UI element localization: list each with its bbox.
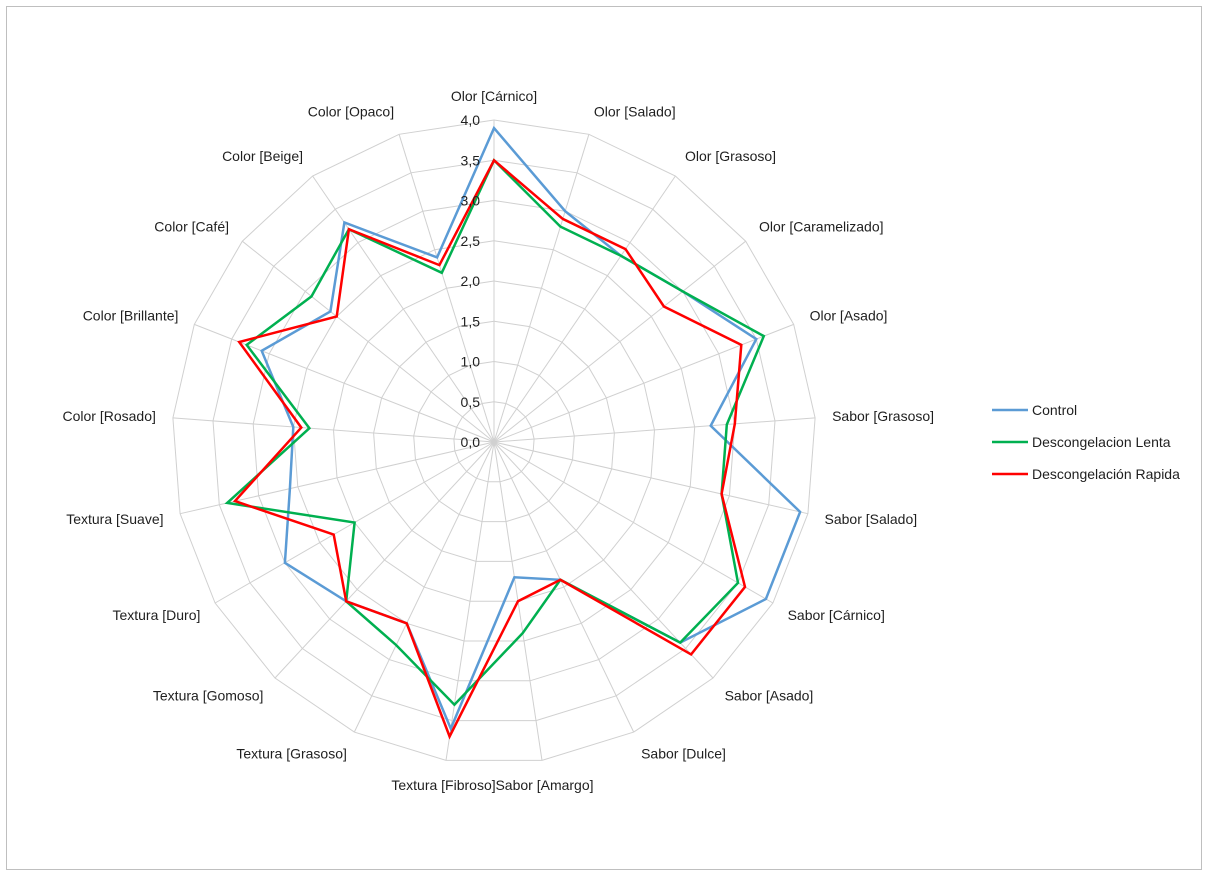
category-label: Textura [Duro]: [112, 607, 200, 623]
legend-entry: Descongelación Rapida: [1032, 466, 1180, 482]
category-label: Sabor [Grasoso]: [832, 408, 934, 424]
tick-label: 1,0: [461, 354, 481, 370]
series-line-1: [260, 125, 802, 732]
tick-label: 0,0: [461, 434, 481, 450]
series-layer: [224, 125, 802, 740]
grid-spoke: [398, 134, 495, 443]
grid-ring: [332, 280, 656, 602]
series-line-3: [232, 158, 747, 740]
tick-label: 3,0: [461, 193, 481, 209]
category-label: Sabor [Salado]: [825, 511, 918, 527]
grid-spoke: [493, 240, 747, 443]
tick-label: 3,5: [461, 152, 481, 168]
category-label: Color [Rosado]: [63, 408, 156, 424]
legend-entry: Descongelacion Lenta: [1032, 434, 1171, 450]
grid-spoke: [353, 441, 495, 733]
category-label: Color [Brillante]: [83, 308, 179, 324]
category-label: Color [Café]: [154, 218, 229, 234]
category-label: Olor [Salado]: [594, 103, 676, 119]
grid-ring: [373, 320, 615, 562]
grid-spoke: [445, 441, 495, 761]
grid-spoke: [172, 417, 495, 443]
grid-spoke: [493, 323, 794, 443]
grid-spoke: [493, 441, 635, 733]
tick-label: 2,0: [461, 273, 481, 289]
category-label: Color [Opaco]: [308, 103, 394, 119]
category-label: Olor [Cárnico]: [451, 88, 537, 104]
category-labels: Olor [Cárnico] Olor [Salado] Olor [Grasoso…: [63, 88, 935, 793]
grid-ring: [292, 240, 696, 642]
grid-ring: [252, 199, 736, 682]
grid-spoke: [493, 441, 714, 679]
tick-label: 4,0: [461, 112, 481, 128]
chart-frame: [6, 6, 1202, 870]
grid-ring: [212, 159, 776, 722]
category-label: Olor [Grasoso]: [685, 148, 776, 164]
category-label: Sabor [Asado]: [725, 688, 814, 704]
tick-label: 0,5: [461, 394, 481, 410]
category-label: Sabor [Amargo]: [495, 777, 593, 793]
category-label: Textura [Grasoso]: [236, 746, 347, 762]
category-label: Olor [Caramelizado]: [759, 218, 884, 234]
grid-spoke: [493, 441, 809, 515]
grid-spoke: [493, 134, 590, 443]
grid-spoke: [493, 441, 774, 604]
category-label: Textura [Gomoso]: [153, 688, 264, 704]
grid-ring: [453, 401, 535, 483]
grid-spoke: [493, 417, 816, 443]
legend: Control Descongelacion Lenta Descongelació…: [992, 402, 1180, 482]
legend-entry: Control: [1032, 402, 1077, 418]
category-label: Sabor [Dulce]: [641, 746, 726, 762]
series-line-2: [224, 158, 766, 707]
grid-ring: [172, 119, 816, 761]
category-label: Color [Beige]: [222, 148, 303, 164]
grid-spoke: [241, 240, 495, 443]
grid-spoke: [312, 175, 495, 443]
category-label: Textura [Suave]: [66, 511, 163, 527]
grid-spoke: [179, 441, 495, 515]
tick-layer: 0,0 0,5 1,0 1,5 2,0 2,5 3,0 3,5 4,0: [461, 112, 481, 450]
category-label: Textura [Fibroso]: [391, 777, 495, 793]
tick-label: 2,5: [461, 233, 481, 249]
grid-spoke: [194, 323, 495, 443]
grid-spoke: [274, 441, 495, 679]
grid-ring: [413, 360, 575, 523]
tick-label: 1,5: [461, 313, 481, 329]
category-label: Olor [Asado]: [810, 308, 888, 324]
category-label: Sabor [Cárnico]: [788, 607, 885, 623]
grid-spoke: [493, 175, 676, 443]
